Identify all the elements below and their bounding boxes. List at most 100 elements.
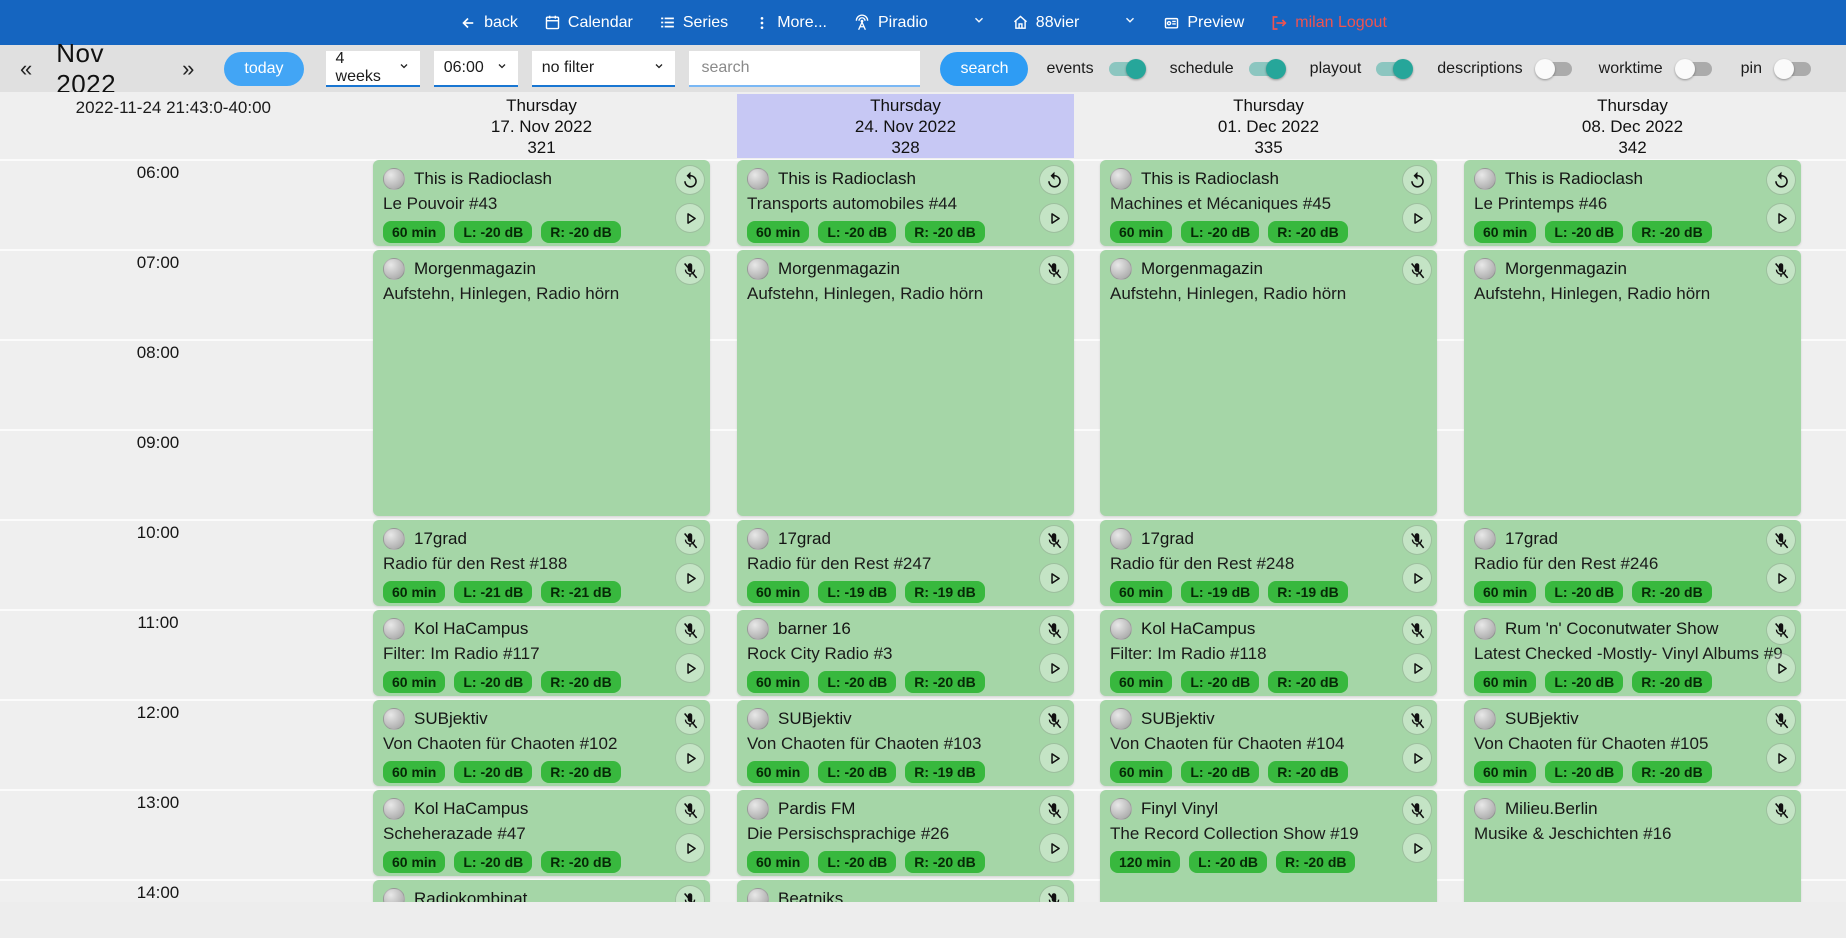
event-card[interactable]: Pardis FM Die Persischsprachige #26 60 min… <box>737 790 1074 876</box>
search-button[interactable]: search <box>940 51 1029 86</box>
today-button[interactable]: today <box>224 51 304 86</box>
prev-month-button[interactable]: « <box>20 55 33 81</box>
event-card[interactable]: Morgenmagazin Aufstehn, Hinlegen, Radio h… <box>1100 250 1437 516</box>
play-button[interactable] <box>1039 833 1069 863</box>
search-input[interactable] <box>689 50 921 87</box>
nav-station[interactable]: Piradio <box>853 14 928 32</box>
mic-off-button[interactable] <box>1039 885 1069 902</box>
channel-chevron-icon[interactable] <box>1123 13 1137 32</box>
event-card[interactable]: SUBjektiv Von Chaoten für Chaoten #104 60 … <box>1100 700 1437 786</box>
play-button[interactable] <box>675 203 705 233</box>
play-button[interactable] <box>1766 203 1796 233</box>
event-card[interactable]: This is Radioclash Transports automobiles… <box>737 160 1074 246</box>
range-select[interactable]: 4 weeks <box>325 50 420 87</box>
play-button[interactable] <box>675 833 705 863</box>
toggle-switch-descriptions[interactable] <box>1534 58 1575 79</box>
toggle-switch-events[interactable] <box>1106 58 1146 79</box>
day-header[interactable]: Thursday 01. Dec 2022 335 <box>1100 94 1437 158</box>
nav-channel[interactable]: 88vier <box>1012 14 1079 32</box>
replay-button[interactable] <box>675 165 705 195</box>
event-card[interactable]: Finyl Vinyl The Record Collection Show #1… <box>1100 790 1437 902</box>
toggle-switch-worktime[interactable] <box>1674 58 1715 79</box>
mic-off-button[interactable] <box>1766 795 1796 825</box>
toggle-switch-playout[interactable] <box>1373 58 1414 79</box>
mic-off-button[interactable] <box>1766 615 1796 645</box>
event-card[interactable]: Morgenmagazin Aufstehn, Hinlegen, Radio h… <box>1464 250 1801 516</box>
event-card[interactable]: Morgenmagazin Aufstehn, Hinlegen, Radio h… <box>737 250 1074 516</box>
event-card[interactable]: This is Radioclash Machines et Mécaniques… <box>1100 160 1437 246</box>
mic-off-button[interactable] <box>675 705 705 735</box>
event-card[interactable]: SUBjektiv Von Chaoten für Chaoten #103 60 … <box>737 700 1074 786</box>
play-button[interactable] <box>1402 743 1432 773</box>
nav-more[interactable]: More... <box>754 14 827 32</box>
next-month-button[interactable]: » <box>182 55 195 81</box>
mic-off-button[interactable] <box>675 255 705 285</box>
mic-off-button[interactable] <box>1039 615 1069 645</box>
mic-off-button[interactable] <box>1039 255 1069 285</box>
play-button[interactable] <box>675 743 705 773</box>
day-header[interactable]: Thursday 08. Dec 2022 342 <box>1464 94 1801 158</box>
event-card[interactable]: 17grad Radio für den Rest #248 60 min L: -1… <box>1100 520 1437 606</box>
mic-off-button[interactable] <box>675 525 705 555</box>
play-button[interactable] <box>1766 653 1796 683</box>
mic-off-button[interactable] <box>1766 705 1796 735</box>
nav-preview[interactable]: Preview <box>1163 14 1244 32</box>
mic-off-button[interactable] <box>1402 255 1432 285</box>
play-button[interactable] <box>1402 203 1432 233</box>
toggle-switch-schedule[interactable] <box>1246 58 1286 79</box>
play-button[interactable] <box>1039 203 1069 233</box>
event-episode-title: Machines et Mécaniques #45 <box>1110 194 1332 213</box>
play-button[interactable] <box>1039 743 1069 773</box>
mic-off-button[interactable] <box>1039 795 1069 825</box>
toggle-switch-pin[interactable] <box>1774 58 1814 79</box>
day-header[interactable]: Thursday 24. Nov 2022 328 <box>737 94 1074 158</box>
mic-off-button[interactable] <box>1039 705 1069 735</box>
event-card[interactable]: Rum 'n' Coconutwater Show Latest Checked … <box>1464 610 1801 696</box>
nav-series[interactable]: Series <box>659 14 728 32</box>
event-card[interactable]: 17grad Radio für den Rest #188 60 min L: -2… <box>373 520 710 606</box>
mic-off-button[interactable] <box>1402 795 1432 825</box>
mic-off-button[interactable] <box>1766 525 1796 555</box>
mic-off-button[interactable] <box>1039 525 1069 555</box>
event-card[interactable]: 17grad Radio für den Rest #247 60 min L: -1… <box>737 520 1074 606</box>
event-card[interactable]: This is Radioclash Le Printemps #46 60 min… <box>1464 160 1801 246</box>
play-button[interactable] <box>675 563 705 593</box>
play-button[interactable] <box>1039 653 1069 683</box>
start-time-select[interactable]: 06:00 <box>433 50 518 87</box>
mic-off-button[interactable] <box>675 795 705 825</box>
play-button[interactable] <box>1402 833 1432 863</box>
mic-off-button[interactable] <box>1402 615 1432 645</box>
replay-button[interactable] <box>1402 165 1432 195</box>
play-button[interactable] <box>1766 743 1796 773</box>
day-header[interactable]: Thursday 17. Nov 2022 321 <box>373 94 710 158</box>
logout-button[interactable]: milan Logout <box>1270 14 1387 32</box>
event-card[interactable]: 17grad Radio für den Rest #246 60 min L: -2… <box>1464 520 1801 606</box>
event-card[interactable]: SUBjektiv Von Chaoten für Chaoten #105 60 … <box>1464 700 1801 786</box>
mic-off-button[interactable] <box>675 615 705 645</box>
event-card[interactable]: Beatniks <box>737 880 1074 902</box>
event-card[interactable]: Morgenmagazin Aufstehn, Hinlegen, Radio h… <box>373 250 710 516</box>
replay-button[interactable] <box>1766 165 1796 195</box>
mic-off-button[interactable] <box>1766 255 1796 285</box>
event-card[interactable]: Kol HaCampus Filter: Im Radio #118 60 min L… <box>1100 610 1437 696</box>
play-button[interactable] <box>1402 563 1432 593</box>
event-card[interactable]: This is Radioclash Le Pouvoir #43 60 min L:… <box>373 160 710 246</box>
replay-button[interactable] <box>1039 165 1069 195</box>
event-card[interactable]: Milieu.Berlin Musike & Jeschichten #16 <box>1464 790 1801 902</box>
play-button[interactable] <box>1766 563 1796 593</box>
mic-off-button[interactable] <box>675 885 705 902</box>
play-button[interactable] <box>1402 653 1432 683</box>
nav-calendar[interactable]: Calendar <box>544 14 633 32</box>
filter-select[interactable]: no filter <box>531 50 676 87</box>
back-button[interactable]: back <box>459 14 518 32</box>
play-button[interactable] <box>675 653 705 683</box>
station-chevron-icon[interactable] <box>972 13 986 32</box>
event-card[interactable]: Kol HaCampus Scheherazade #47 60 min L: -20… <box>373 790 710 876</box>
mic-off-button[interactable] <box>1402 525 1432 555</box>
event-card[interactable]: barner 16 Rock City Radio #3 60 min L: -20 … <box>737 610 1074 696</box>
mic-off-button[interactable] <box>1402 705 1432 735</box>
event-card[interactable]: Radiokombinat <box>373 880 710 902</box>
event-card[interactable]: SUBjektiv Von Chaoten für Chaoten #102 60 … <box>373 700 710 786</box>
play-button[interactable] <box>1039 563 1069 593</box>
event-card[interactable]: Kol HaCampus Filter: Im Radio #117 60 min L… <box>373 610 710 696</box>
